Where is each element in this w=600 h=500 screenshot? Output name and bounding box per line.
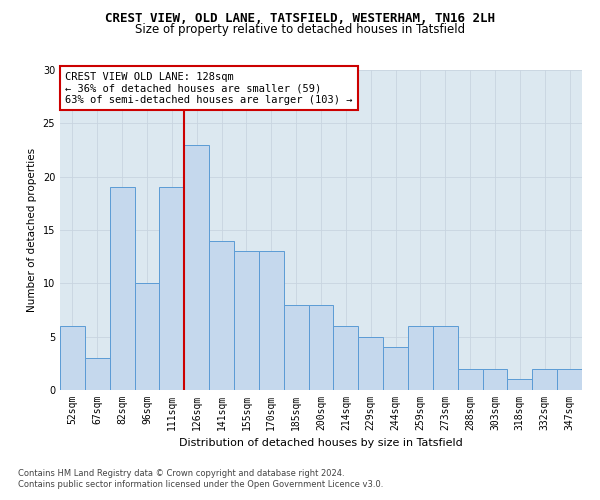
Bar (334, 326, 358, 390)
Bar (160, 188, 184, 390)
Bar (284, 304, 308, 390)
Bar (458, 368, 482, 390)
Bar (60, 326, 85, 390)
Text: Size of property relative to detached houses in Tatsfield: Size of property relative to detached ho… (135, 22, 465, 36)
Bar (383, 348, 408, 390)
Bar (557, 368, 582, 390)
Bar (358, 336, 383, 390)
Text: Contains public sector information licensed under the Open Government Licence v3: Contains public sector information licen… (18, 480, 383, 489)
Bar (508, 380, 532, 390)
Bar (134, 284, 160, 390)
Bar (308, 304, 334, 390)
Bar (408, 326, 433, 390)
Bar (110, 188, 134, 390)
Bar (184, 144, 209, 390)
Bar (433, 326, 458, 390)
X-axis label: Distribution of detached houses by size in Tatsfield: Distribution of detached houses by size … (179, 438, 463, 448)
Bar (85, 358, 110, 390)
Y-axis label: Number of detached properties: Number of detached properties (27, 148, 37, 312)
Bar (532, 368, 557, 390)
Bar (482, 368, 508, 390)
Bar (209, 240, 234, 390)
Bar (234, 252, 259, 390)
Bar (259, 252, 284, 390)
Text: CREST VIEW, OLD LANE, TATSFIELD, WESTERHAM, TN16 2LH: CREST VIEW, OLD LANE, TATSFIELD, WESTERH… (105, 12, 495, 26)
Text: Contains HM Land Registry data © Crown copyright and database right 2024.: Contains HM Land Registry data © Crown c… (18, 468, 344, 477)
Text: CREST VIEW OLD LANE: 128sqm
← 36% of detached houses are smaller (59)
63% of sem: CREST VIEW OLD LANE: 128sqm ← 36% of det… (65, 72, 353, 105)
